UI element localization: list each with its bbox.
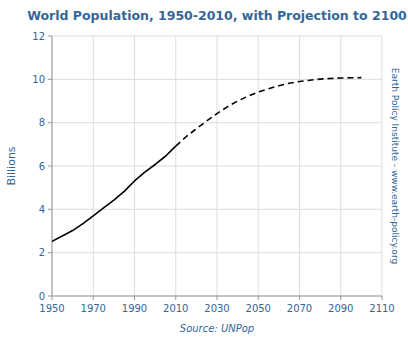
grid-line-x [382,36,383,296]
y-tick-label: 10 [32,74,45,85]
x-tick-label: 2070 [287,303,312,314]
line-solid [52,146,176,241]
x-tick-label: 1970 [81,303,106,314]
grid-line-x [217,36,218,296]
x-tick [340,296,341,300]
x-tick-label: 2090 [328,303,353,314]
x-tick-label: 1990 [122,303,147,314]
lines [52,78,361,242]
chart: 1950 1970 1990 2010 2030 2050 2070 2090 2110 0 2 4 6… [0,0,408,346]
y-axis-label: Billions [5,146,18,185]
y-tick [48,209,52,210]
x-tick [217,296,218,300]
x-tick [299,296,300,300]
x-tick [258,296,259,300]
y-tick-label: 6 [39,161,45,172]
x-tick [134,296,135,300]
title: World Population, 1950-2010, with Projec… [27,8,407,23]
y-tick [48,79,52,80]
grid-line-x [175,36,176,296]
line-dashed [176,78,362,146]
x-tick [93,296,94,300]
x-tick [52,296,53,300]
grid-line-x [299,36,300,296]
grid-line-x [258,36,259,296]
x-tick-label: 2050 [246,303,271,314]
source-annotation: Source: UNPop [180,323,254,334]
x-tick [382,296,383,300]
y-tick [48,122,52,123]
y-tick-label: 2 [39,247,45,258]
y-tick [48,252,52,253]
y-tick-label: 12 [32,31,45,42]
x-tick-label: 2010 [163,303,188,314]
grid-line-x [93,36,94,296]
x-tick-label: 2110 [369,303,394,314]
grid [52,36,382,296]
grid-line-x [134,36,135,296]
grid-line-x [340,36,341,296]
x-tick-label: 1950 [39,303,64,314]
y-tick-label: 4 [39,204,45,215]
y-tick [48,166,52,167]
x-tick-label: 2030 [204,303,229,314]
y-tick [48,36,52,37]
side-annotation: Earth Policy Institute - www.earth-polic… [390,68,400,264]
y-tick-label: 8 [39,117,45,128]
y-tick-label: 0 [39,291,45,302]
x-tick [175,296,176,300]
y-tick [48,296,52,297]
